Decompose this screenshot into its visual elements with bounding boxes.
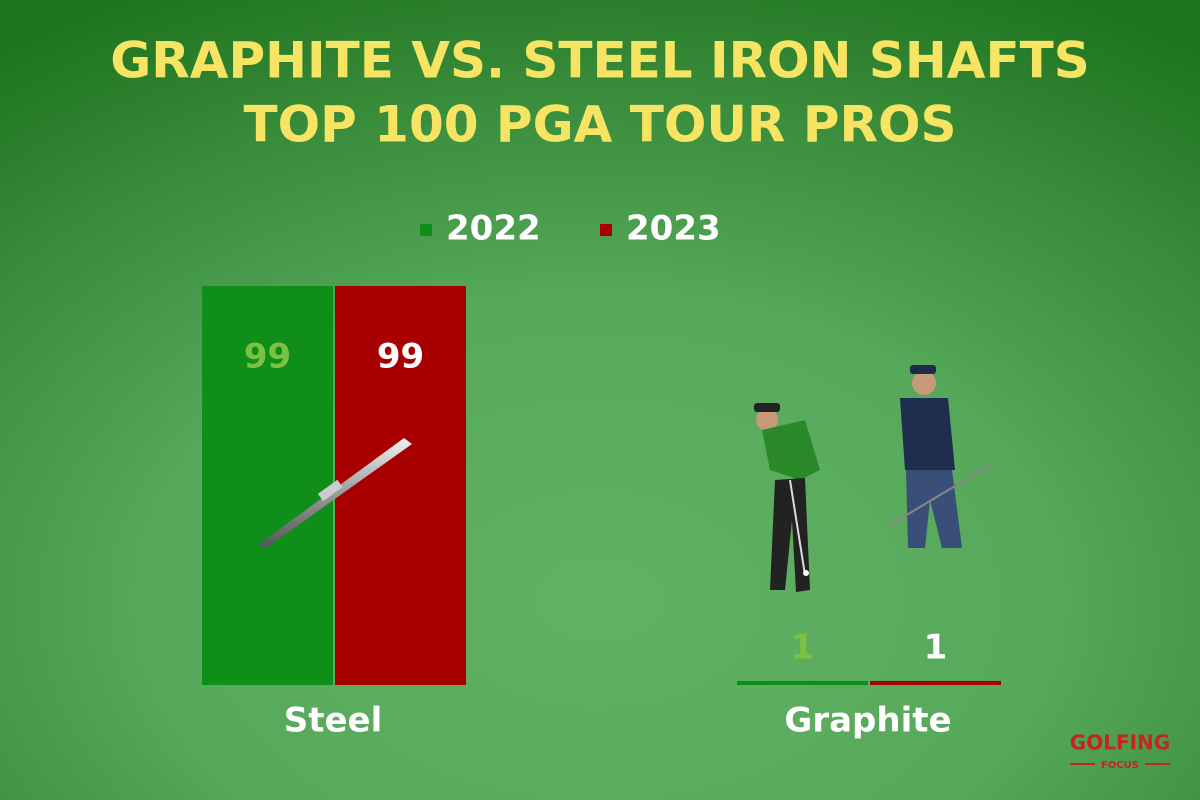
golfer-illustration (754, 365, 991, 592)
legend-marker (600, 224, 612, 236)
x-tick-label: Steel (284, 701, 383, 741)
logo-text: GOLFING (1070, 731, 1170, 755)
value-label: 99 (377, 337, 424, 377)
bar (335, 286, 466, 685)
shaft-illustration (258, 438, 412, 548)
bar (202, 286, 333, 685)
legend-label: 2023 (626, 209, 721, 249)
logo: GOLFING FOCUS (1070, 731, 1170, 772)
value-label: 1 (791, 627, 815, 667)
x-tick-label: Graphite (784, 701, 951, 741)
value-label: 1 (924, 627, 948, 667)
bar (870, 680, 1001, 685)
chart-subtitle: TOP 100 PGA TOUR PROS (243, 96, 956, 154)
value-label: 99 (244, 337, 291, 377)
legend-label: 2022 (446, 209, 541, 249)
bar (737, 680, 868, 685)
chart-title: GRAPHITE VS. STEEL IRON SHAFTS (110, 32, 1090, 90)
logo-subtext: FOCUS (1101, 760, 1139, 771)
legend-marker (420, 224, 432, 236)
plot: Steel 99 99 Graphite 1 1 (202, 286, 1001, 741)
